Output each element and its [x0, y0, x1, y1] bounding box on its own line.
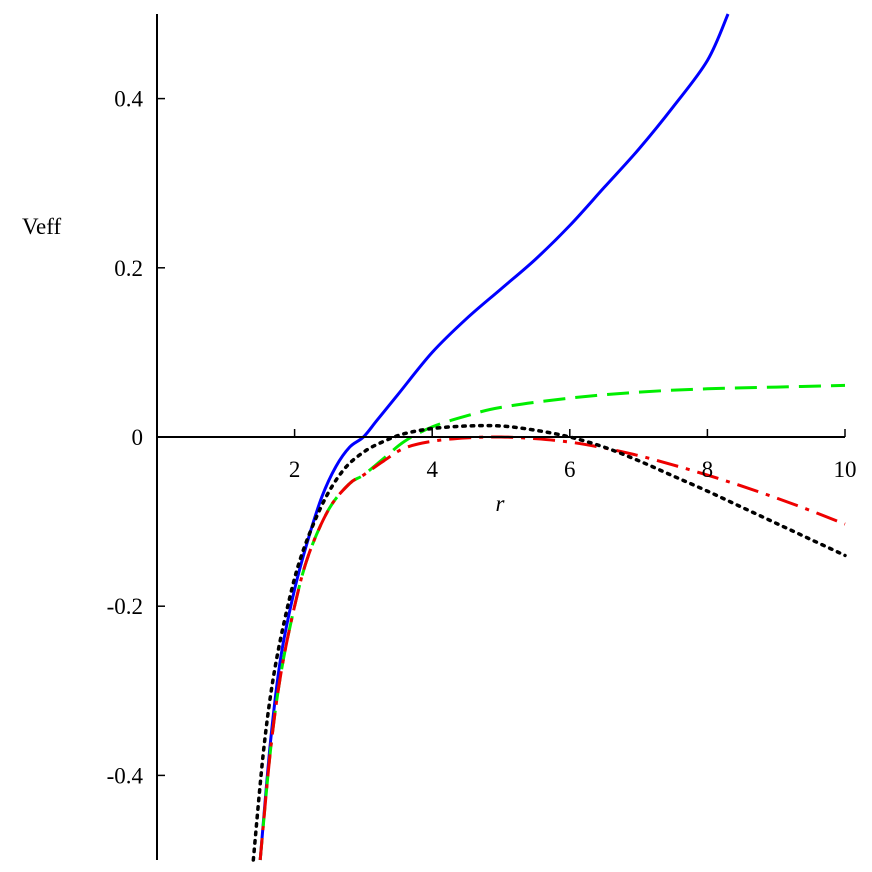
- y-tick-label: 0.2: [114, 256, 143, 281]
- ticks-layer: 2 4 6 8 10 0.4 0.2 0 -0.2 -0.4: [107, 87, 857, 789]
- x-axis-title: r: [496, 491, 506, 516]
- y-tick-label: 0.4: [114, 87, 143, 112]
- series-line-green: [258, 383, 846, 861]
- series-line-red: [258, 435, 846, 861]
- x-tick-label: 2: [289, 457, 301, 482]
- y-tick-label: -0.2: [107, 594, 143, 619]
- x-tick-label: 4: [426, 457, 438, 482]
- x-tick-label: 6: [564, 457, 576, 482]
- y-tick-label: -0.4: [107, 763, 144, 788]
- y-axis-title: Veff: [22, 214, 62, 239]
- x-tick-label: 10: [834, 457, 857, 482]
- y-tick-label: 0: [132, 425, 144, 450]
- series-line-black: [251, 423, 847, 862]
- x-tick-label: 8: [702, 457, 714, 482]
- series-layer: [251, 13, 847, 862]
- series-line-blue: [258, 13, 730, 861]
